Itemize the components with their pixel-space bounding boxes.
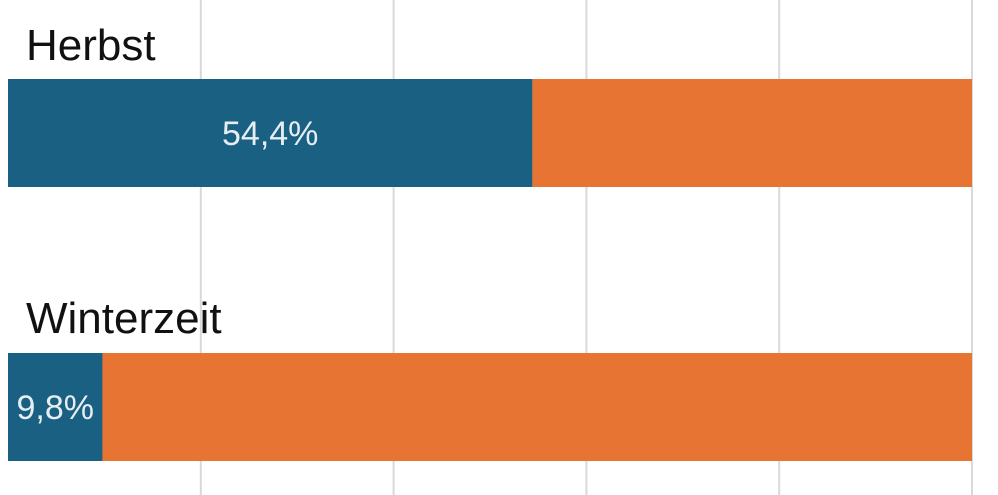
category-label-0: Herbst — [26, 21, 156, 70]
bar-segment-s0-c1 — [8, 353, 103, 461]
bar-segment-s0-c0 — [8, 79, 533, 187]
bar-segment-s1-c1 — [102, 353, 973, 461]
bar-segment-s1-c0 — [532, 79, 972, 187]
data-label-s0-c1: 9,8% — [16, 389, 94, 427]
data-label-s0-c0: 54,4% — [222, 115, 318, 153]
label-layer: Herbst 54,4% Winterzeit 9,8% — [16, 21, 318, 427]
bar-layer — [8, 79, 973, 461]
category-label-1: Winterzeit — [26, 294, 222, 343]
